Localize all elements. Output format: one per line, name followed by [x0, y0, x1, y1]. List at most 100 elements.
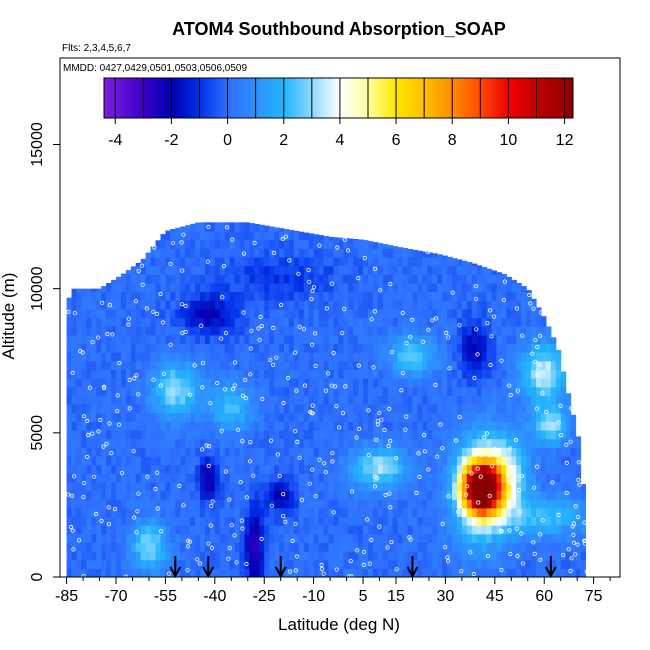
heatmap-cell: [466, 378, 473, 388]
heatmap-cell: [264, 225, 270, 232]
heatmap-cell: [219, 516, 226, 526]
colorbar-segment: [232, 78, 234, 118]
heatmap-cell: [106, 516, 112, 526]
heatmap-cell: [249, 559, 255, 569]
colorbar-segment: [139, 78, 141, 118]
heatmap-cell: [219, 533, 226, 543]
heatmap-cell: [170, 525, 176, 535]
colorbar-segment: [419, 78, 421, 118]
heatmap-cell: [437, 308, 443, 319]
heatmap-cell: [106, 308, 112, 319]
heatmap-cell: [442, 533, 448, 543]
heatmap-cell: [318, 248, 325, 258]
heatmap-cell: [160, 438, 167, 448]
heatmap-cell: [531, 308, 537, 319]
colorbar-segment: [190, 78, 192, 118]
heatmap-cell: [234, 438, 241, 448]
heatmap-cell: [323, 395, 330, 405]
heatmap-cell: [288, 404, 295, 414]
heatmap-cell: [234, 352, 241, 362]
heatmap-cell: [279, 369, 285, 379]
heatmap-cell: [526, 473, 532, 483]
heatmap-cell: [402, 533, 409, 543]
heatmap-cell: [244, 438, 251, 448]
heatmap-cell: [284, 231, 290, 241]
heatmap-cell: [333, 429, 339, 440]
heatmap-cell: [555, 559, 562, 569]
heatmap-cell: [407, 481, 414, 492]
heatmap-cell: [244, 378, 251, 388]
heatmap-cell: [145, 568, 152, 577]
colorbar-segment: [356, 78, 358, 118]
heatmap-cell: [101, 404, 107, 414]
heatmap-cell: [545, 343, 552, 353]
heatmap-cell: [209, 256, 216, 267]
heatmap-cell: [501, 291, 507, 301]
heatmap-cell: [368, 412, 374, 422]
colorbar-segment: [150, 78, 152, 118]
measurement-point: [270, 362, 276, 367]
heatmap-cell: [555, 429, 562, 440]
heatmap-cell: [155, 300, 162, 310]
heatmap-cell: [259, 447, 265, 457]
heatmap-cell: [526, 568, 532, 577]
heatmap-cell: [254, 464, 260, 474]
heatmap-cell: [284, 499, 290, 509]
heatmap-cell: [120, 473, 127, 483]
colorbar-segment: [206, 78, 208, 118]
heatmap-cell: [471, 421, 478, 431]
colorbar-segment: [254, 78, 256, 118]
colorbar-segment: [500, 78, 502, 118]
heatmap-cell: [150, 421, 157, 431]
heatmap-cell: [120, 507, 127, 518]
measurement-point: [538, 532, 543, 537]
heatmap-cell: [476, 542, 483, 552]
heatmap-cell: [308, 291, 315, 301]
measurement-point: [206, 224, 211, 229]
heatmap-cell: [239, 231, 246, 241]
heatmap-cell: [130, 447, 137, 457]
heatmap-cell: [318, 464, 325, 474]
heatmap-cell: [175, 473, 181, 483]
heatmap-cell: [427, 429, 433, 440]
heatmap-cell: [116, 386, 122, 396]
heatmap-cell: [219, 300, 226, 310]
heatmap-cell: [417, 438, 423, 448]
measurement-point: [356, 275, 361, 281]
heatmap-cell: [333, 317, 339, 327]
measurement-point: [356, 363, 361, 368]
heatmap-cell: [486, 334, 493, 345]
heatmap-cell: [145, 282, 152, 293]
heatmap-cell: [392, 525, 399, 535]
heatmap-cell: [160, 248, 167, 258]
heatmap-cell: [239, 559, 246, 569]
colorbar-segment: [415, 78, 417, 118]
heatmap-cell: [506, 481, 512, 492]
colorbar-segment: [432, 78, 434, 118]
measurement-point: [221, 263, 227, 269]
heatmap-cell: [377, 282, 384, 293]
heatmap-cell: [274, 326, 280, 336]
heatmap-cell: [254, 429, 260, 440]
heatmap-cell: [407, 274, 414, 284]
heatmap-cell: [318, 568, 325, 577]
heatmap-cell: [259, 248, 265, 258]
colorbar-segment: [369, 78, 371, 118]
heatmap-cell: [274, 404, 280, 414]
heatmap-cell: [249, 386, 255, 396]
colorbar-segment: [571, 78, 573, 118]
heatmap-cell: [442, 447, 448, 457]
heatmap-cell: [392, 404, 399, 414]
heatmap-cell: [417, 551, 423, 561]
heatmap-cell: [274, 473, 280, 483]
heatmap-cell: [264, 326, 270, 336]
heatmap-cell: [521, 286, 527, 293]
measurement-point: [110, 332, 115, 337]
heatmap-cell: [545, 412, 552, 422]
colorbar-tick-label: 0: [223, 132, 232, 149]
heatmap-cell: [343, 343, 349, 353]
heatmap-cell: [239, 542, 246, 552]
heatmap-cell: [293, 499, 300, 509]
heatmap-cell: [372, 386, 379, 396]
heatmap-cell: [432, 490, 438, 500]
